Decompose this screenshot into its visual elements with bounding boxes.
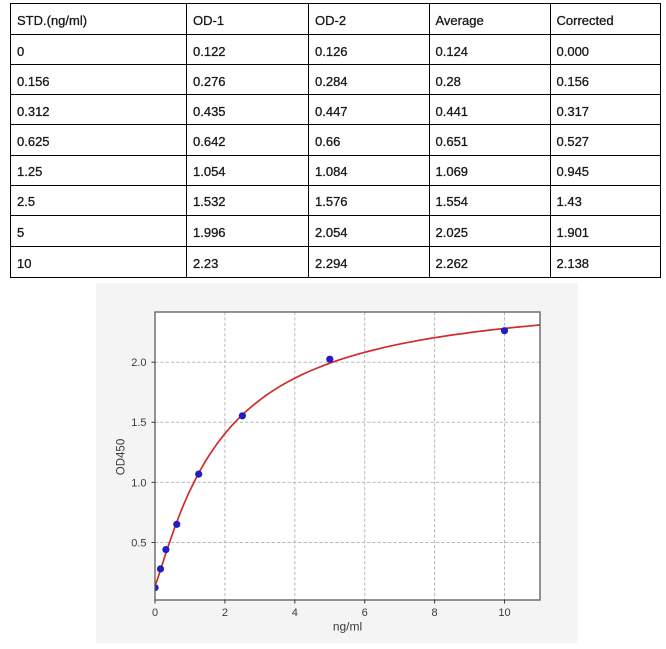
svg-text:ng/ml: ng/ml bbox=[333, 619, 362, 633]
svg-text:1.5: 1.5 bbox=[131, 417, 146, 429]
svg-text:0.5: 0.5 bbox=[131, 537, 146, 549]
svg-text:6: 6 bbox=[362, 607, 368, 619]
svg-text:2.0: 2.0 bbox=[131, 357, 146, 369]
svg-text:8: 8 bbox=[432, 607, 438, 619]
svg-text:0: 0 bbox=[152, 607, 158, 619]
svg-text:10: 10 bbox=[498, 607, 510, 619]
svg-text:OD450: OD450 bbox=[116, 439, 128, 475]
svg-text:4: 4 bbox=[292, 607, 298, 619]
svg-text:2: 2 bbox=[222, 607, 228, 619]
svg-text:1.0: 1.0 bbox=[131, 477, 146, 489]
